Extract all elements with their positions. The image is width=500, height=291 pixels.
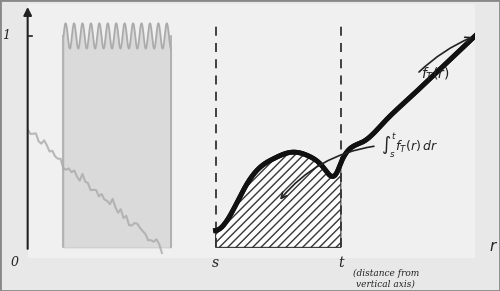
Text: t: t xyxy=(338,256,344,270)
Text: s: s xyxy=(212,256,219,270)
Text: 0: 0 xyxy=(10,256,18,269)
Polygon shape xyxy=(216,152,341,247)
Text: $\int_s^t f_T(r)\,dr$: $\int_s^t f_T(r)\,dr$ xyxy=(381,132,438,160)
Text: 1: 1 xyxy=(2,29,10,42)
Text: $r$: $r$ xyxy=(488,240,498,254)
Text: $f_T(r)$: $f_T(r)$ xyxy=(422,65,450,83)
Text: (distance from
vertical axis): (distance from vertical axis) xyxy=(352,269,419,288)
